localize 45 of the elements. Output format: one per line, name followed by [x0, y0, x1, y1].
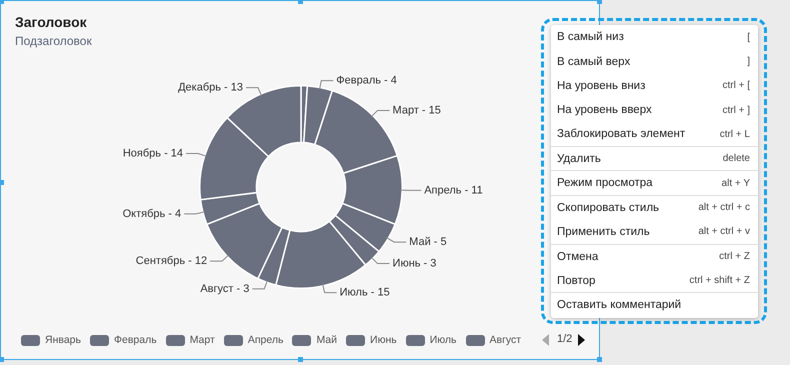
- legend-label: Январь: [45, 334, 81, 346]
- category-label: Март - 15: [392, 104, 441, 116]
- category-label: Апрель - 11: [424, 184, 483, 196]
- chart-title: Заголовок: [15, 14, 87, 30]
- slice-label: Декабрь - 13: [178, 82, 244, 94]
- category-label: Август - 3: [200, 282, 250, 295]
- text: На уровень вверх: [557, 104, 652, 116]
- legend-label: Июль: [430, 334, 457, 346]
- text: На уровень вниз: [557, 80, 646, 92]
- text: Повтор: [557, 274, 596, 287]
- text: ctrl + Z: [719, 251, 750, 262]
- text: ctrl + L: [720, 128, 750, 140]
- text: Удалить: [557, 152, 601, 165]
- slice-label: Сентябрь - 12: [136, 255, 208, 268]
- text: Скопировать стиль: [557, 202, 660, 214]
- text: В самый низ: [557, 31, 624, 44]
- text: ]: [747, 56, 750, 68]
- text: delete: [722, 153, 750, 164]
- legend-label: Май: [316, 334, 338, 346]
- text: Оставить комментарий: [557, 299, 682, 312]
- slice-label: Ноябрь - 14: [122, 148, 184, 160]
- text: Отмена: [557, 250, 598, 263]
- legend-label: Март: [190, 334, 215, 346]
- text: ctrl + shift + Z: [689, 275, 750, 286]
- category-label: Июнь - 3: [392, 258, 436, 270]
- category-label: Июль - 15: [340, 286, 390, 299]
- legend-label: Август: [490, 334, 522, 346]
- text: ctrl + [: [722, 80, 750, 92]
- text: ctrl + ]: [722, 104, 750, 116]
- slice-label: Октябрь - 4: [122, 208, 182, 220]
- category-label: Май - 5: [409, 236, 447, 248]
- text: 1/2: [557, 333, 572, 345]
- text: Применить стиль: [557, 226, 650, 238]
- text: [: [747, 32, 750, 43]
- text: alt + ctrl + v: [698, 226, 750, 238]
- text: В самый верх: [557, 56, 630, 68]
- text: Режим просмотра: [557, 177, 653, 190]
- chart-subtitle: Подзаголовок: [15, 34, 92, 48]
- text: Заблокировать элемент: [557, 128, 686, 140]
- legend-label: Февраль: [114, 334, 157, 346]
- text: alt + Y: [722, 178, 750, 189]
- text: alt + ctrl + c: [698, 202, 750, 214]
- category-label: Февраль - 4: [336, 74, 397, 87]
- legend-label: Апрель: [248, 334, 284, 346]
- legend-label: Июнь: [370, 334, 397, 346]
